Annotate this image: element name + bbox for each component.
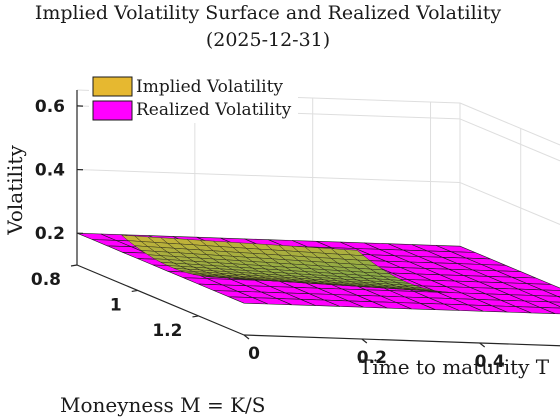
chart-title-line1: Implied Volatility Surface and Realized … [35,2,502,24]
x-axis-line [243,334,560,347]
realized-vol-cell [533,295,560,303]
realized-vol-cell [527,283,560,291]
x-tick-label-1: 0.2 [357,348,387,368]
legend: Implied Volatility Realized Volatility [89,73,298,123]
series-implied-volatility [120,234,449,293]
legend-label-implied: Implied Volatility [136,77,283,97]
x-tick-label-2: 0.4 [475,352,505,372]
x-tick-mark-0 [243,334,250,340]
grid-line-z-sidewall-1 [459,182,560,226]
z-tick-label-2: 0.6 [35,97,65,117]
y-tick-mark-1 [131,289,138,293]
realized-vol-cell [542,289,560,297]
legend-swatch-implied [92,76,133,97]
z-tick-label-1: 0.4 [35,161,65,181]
chart-title-line2: (2025-12-31) [206,29,330,51]
realized-vol-cell [539,307,560,315]
x-tick-label-0: 0 [248,344,260,364]
y-axis-line [76,264,245,336]
x-tick-mark-2 [479,342,486,348]
y-axis-label: Moneyness M = K/S [60,393,265,417]
y-tick-label-1: 1 [110,295,122,315]
y-tick-mark-2 [192,315,199,318]
y-tick-label-0: 0.8 [31,270,61,290]
x-axis-label: Time to maturity T [359,355,550,379]
grid-line-z-sidewall-2 [459,118,560,162]
z-axis-label: Volatility [3,145,27,236]
y-tick-label-2: 1.2 [152,321,182,341]
x-tick-mark-1 [361,338,368,344]
realized-vol-cell [548,301,560,307]
legend-label-realized: Realized Volatility [136,100,292,120]
axes-ticks: 0.20.40.60.811.200.20.40.6 [31,90,560,372]
legend-swatch-realized [92,100,133,121]
realized-vol-cell [524,300,560,309]
grid-line-z-backwall-1 [76,169,461,184]
realized-vol-cell [557,296,560,298]
z-tick-label-0: 0.2 [35,224,65,244]
box-edge-1 [459,102,560,146]
implied-vol-cell [206,276,226,279]
y-tick-mark-0 [70,264,78,267]
